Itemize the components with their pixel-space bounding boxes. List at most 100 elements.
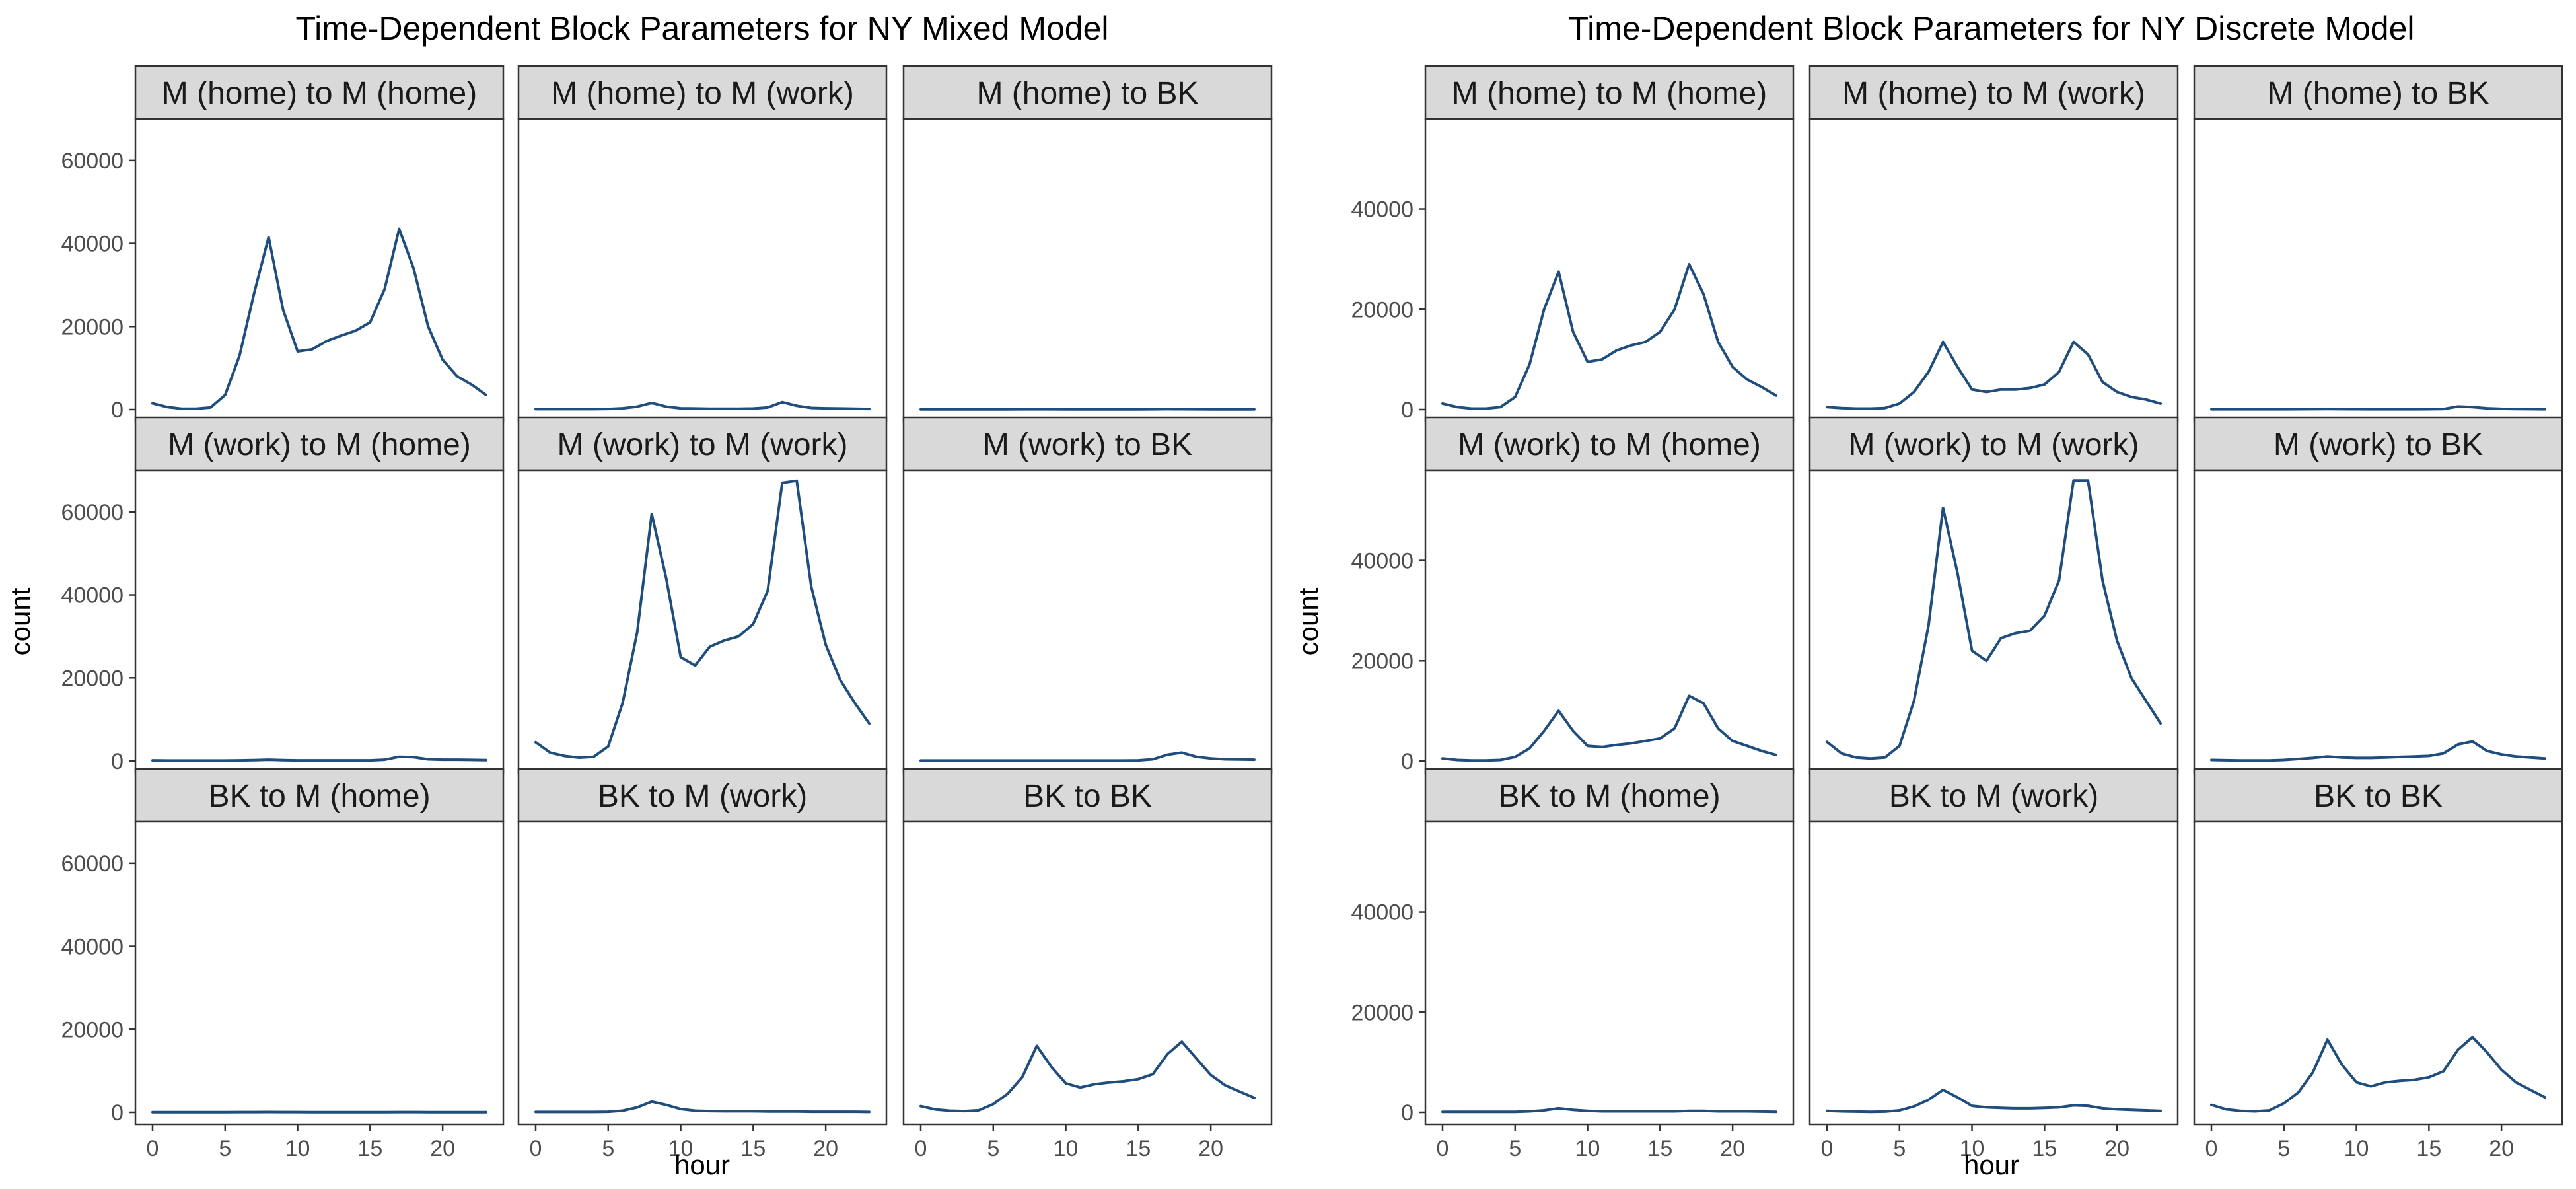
series-line bbox=[151, 755, 487, 762]
x-tick-label: 20 bbox=[1198, 1136, 1223, 1161]
panel-background bbox=[134, 469, 505, 774]
facet-panel: M (home) to BK bbox=[902, 65, 1273, 423]
series-line bbox=[534, 1100, 871, 1114]
panel-background bbox=[902, 469, 1273, 774]
panel-background bbox=[1424, 469, 1795, 774]
panel-background bbox=[517, 820, 888, 1126]
y-tick-label: 0 bbox=[1401, 1100, 1413, 1126]
y-tick-label: 60000 bbox=[61, 149, 124, 174]
chart-title: Time-Dependent Block Parameters for NY D… bbox=[1568, 10, 2414, 47]
panel-background bbox=[2193, 118, 2563, 423]
facet-label: M (work) to M (work) bbox=[1849, 427, 2139, 462]
x-tick-label: 20 bbox=[2104, 1136, 2129, 1161]
series-line bbox=[534, 479, 871, 759]
x-tick-label: 5 bbox=[602, 1136, 614, 1161]
facet-strip bbox=[2193, 768, 2563, 823]
facet-strip bbox=[902, 768, 1273, 823]
facet-panel: M (home) to M (work) bbox=[517, 65, 888, 423]
x-tick-label: 20 bbox=[2489, 1136, 2514, 1161]
x-axis-title: hour bbox=[674, 1149, 730, 1180]
facet-panel: BK to M (work) 0 5 10 15 20 bbox=[517, 768, 888, 1161]
x-tick-label: 5 bbox=[219, 1136, 231, 1161]
y-tick-label: 0 bbox=[111, 749, 124, 774]
panel-background bbox=[134, 118, 505, 423]
y-tick-label: 20000 bbox=[1351, 297, 1413, 322]
series-line bbox=[534, 400, 871, 411]
chart-1: Time-Dependent Block Parameters for NY M… bbox=[5, 10, 1273, 1180]
panel-background bbox=[1808, 820, 2179, 1126]
y-tick-label: 0 bbox=[1401, 398, 1413, 423]
y-tick-label: 40000 bbox=[61, 583, 124, 608]
series-line bbox=[1826, 1088, 2162, 1114]
x-tick-label: 15 bbox=[1647, 1136, 1672, 1161]
x-tick-label: 0 bbox=[2205, 1136, 2218, 1161]
panel-background bbox=[134, 820, 505, 1126]
panel-background bbox=[1424, 118, 1795, 423]
series-line bbox=[919, 751, 1256, 762]
facet-strip bbox=[1808, 65, 2179, 120]
facet-label: BK to M (home) bbox=[1498, 779, 1720, 814]
facet-strip bbox=[1424, 416, 1795, 472]
panel-background bbox=[2193, 469, 2563, 774]
facet-label: M (home) to BK bbox=[2267, 76, 2489, 111]
facet-label: M (home) to M (home) bbox=[1452, 76, 1767, 111]
facet-strip bbox=[2193, 416, 2563, 472]
facet-label: M (work) to BK bbox=[2273, 427, 2483, 462]
facet-panel: M (home) to M (home) 0 20000 40000 bbox=[1351, 65, 1795, 423]
y-tick-label: 40000 bbox=[1351, 549, 1413, 574]
series-line bbox=[2210, 1036, 2546, 1113]
y-tick-label: 0 bbox=[1401, 749, 1413, 774]
facet-label: M (home) to BK bbox=[976, 76, 1198, 111]
series-line bbox=[1826, 340, 2162, 410]
facet-label: BK to M (home) bbox=[208, 779, 430, 814]
panel-background bbox=[1808, 118, 2179, 423]
facet-label: M (home) to M (work) bbox=[551, 76, 854, 111]
x-tick-label: 0 bbox=[1821, 1136, 1834, 1161]
facet-label: M (work) to M (work) bbox=[557, 427, 848, 462]
panel-background bbox=[1424, 820, 1795, 1126]
chart-2: Time-Dependent Block Parameters for NY D… bbox=[1293, 10, 2563, 1180]
x-tick-label: 20 bbox=[813, 1136, 838, 1161]
x-tick-label: 0 bbox=[147, 1136, 159, 1161]
x-tick-label: 15 bbox=[2032, 1136, 2057, 1161]
y-tick-label: 40000 bbox=[1351, 198, 1413, 223]
series-line bbox=[1441, 263, 1777, 410]
facet-panel: M (work) to BK bbox=[2193, 416, 2563, 774]
y-tick-label: 20000 bbox=[1351, 649, 1413, 674]
facet-panel: M (home) to M (work) bbox=[1808, 65, 2179, 423]
x-tick-label: 0 bbox=[1437, 1136, 1449, 1161]
y-tick-label: 40000 bbox=[1351, 900, 1413, 925]
series-line bbox=[1441, 694, 1777, 762]
panel-background bbox=[517, 118, 888, 423]
facet-strip bbox=[134, 768, 505, 823]
facet-panel: M (work) to M (home) 0 20000 40000 bbox=[1351, 416, 1795, 774]
facet-strip bbox=[517, 768, 888, 823]
facet-strip bbox=[134, 416, 505, 472]
facet-panel: BK to BK 0 5 10 15 20 bbox=[2193, 768, 2563, 1161]
facet-panel: M (home) to M (home) 0 20000 40000 60000 bbox=[61, 65, 505, 423]
facet-label: M (home) to M (home) bbox=[162, 76, 477, 111]
x-tick-label: 20 bbox=[430, 1136, 455, 1161]
facet-label: BK to BK bbox=[2314, 779, 2443, 814]
y-tick-label: 40000 bbox=[61, 935, 124, 960]
y-tick-label: 0 bbox=[111, 398, 124, 423]
x-tick-label: 10 bbox=[285, 1136, 310, 1161]
x-tick-label: 15 bbox=[2416, 1136, 2441, 1161]
x-tick-label: 5 bbox=[2277, 1136, 2290, 1161]
y-tick-label: 20000 bbox=[61, 314, 124, 340]
series-line bbox=[1826, 479, 2162, 760]
facet-label: M (work) to M (home) bbox=[168, 427, 471, 462]
facet-label: M (home) to M (work) bbox=[1842, 76, 2145, 111]
facet-label: BK to BK bbox=[1023, 779, 1152, 814]
panel-background bbox=[902, 118, 1273, 423]
y-tick-label: 20000 bbox=[1351, 1000, 1413, 1025]
facet-panel: BK to BK 0 5 10 15 20 bbox=[902, 768, 1273, 1161]
x-tick-label: 0 bbox=[915, 1136, 927, 1161]
facet-strip bbox=[1424, 65, 1795, 120]
x-tick-label: 0 bbox=[530, 1136, 542, 1161]
y-axis-title: count bbox=[1293, 587, 1324, 655]
x-tick-label: 15 bbox=[740, 1136, 766, 1161]
facet-panel: BK to M (home) 0 20000 40000 0 5 10 15 20 bbox=[1351, 768, 1795, 1161]
y-axis-title: count bbox=[5, 587, 36, 655]
